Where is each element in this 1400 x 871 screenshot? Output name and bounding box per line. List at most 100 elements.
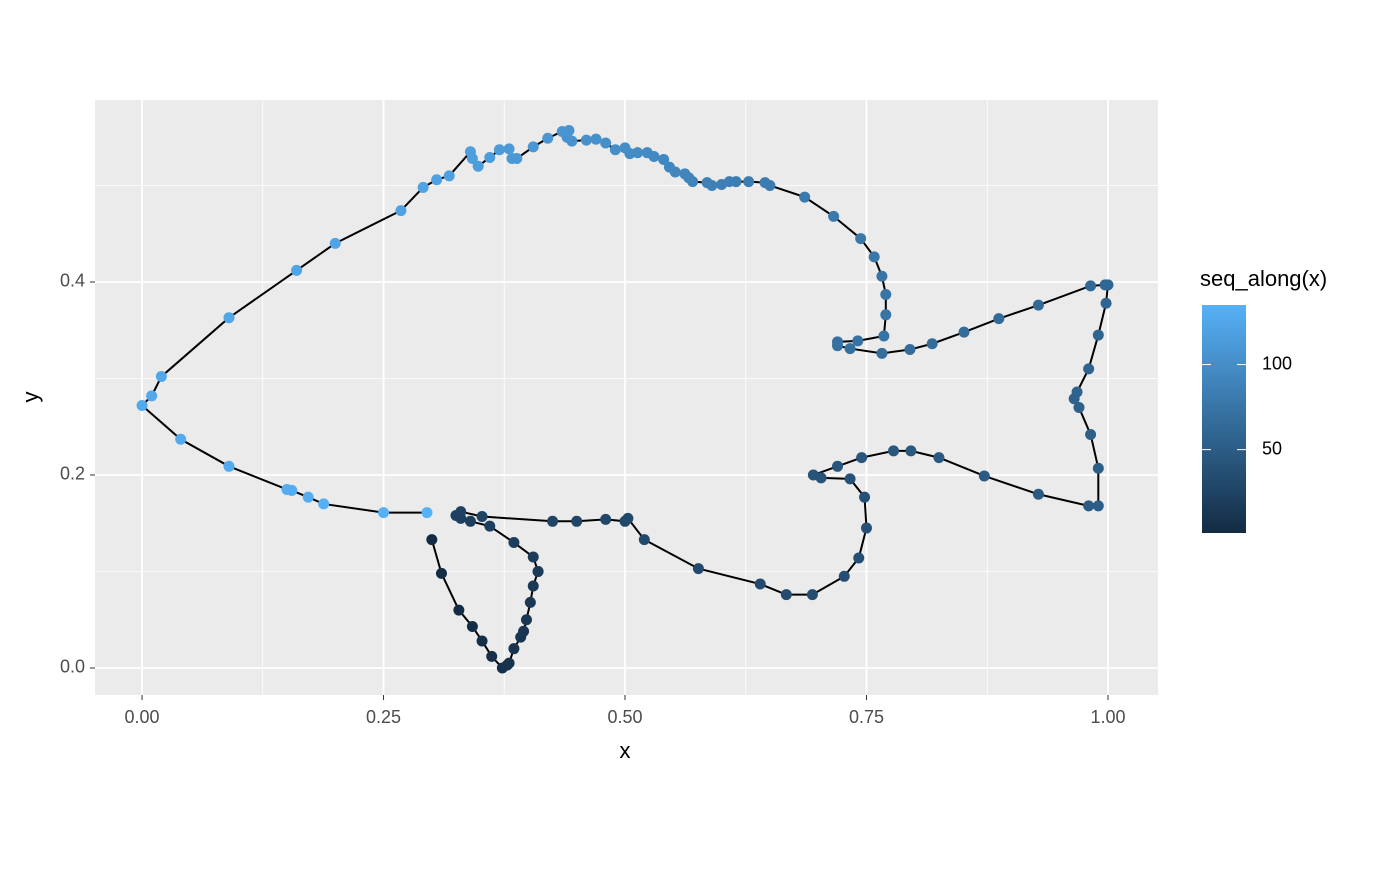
point bbox=[590, 133, 602, 145]
point bbox=[426, 534, 438, 546]
point bbox=[658, 153, 670, 165]
point bbox=[716, 179, 728, 191]
legend-title: seq_along(x) bbox=[1200, 266, 1327, 291]
point bbox=[876, 347, 888, 359]
point bbox=[527, 141, 539, 153]
point bbox=[880, 309, 892, 321]
point bbox=[508, 643, 520, 655]
point bbox=[493, 144, 505, 156]
point bbox=[638, 534, 650, 546]
point bbox=[926, 338, 938, 350]
point bbox=[759, 177, 771, 189]
point bbox=[302, 491, 314, 503]
point bbox=[291, 264, 303, 276]
point bbox=[878, 330, 890, 342]
point bbox=[1071, 386, 1083, 398]
point bbox=[223, 312, 235, 324]
point bbox=[888, 445, 900, 457]
point bbox=[417, 181, 429, 193]
point bbox=[1083, 363, 1095, 375]
point bbox=[600, 137, 612, 149]
y-tick-label: 0.2 bbox=[60, 464, 85, 484]
point bbox=[223, 460, 235, 472]
point bbox=[486, 650, 498, 662]
point bbox=[542, 132, 554, 144]
colorbar-label: 100 bbox=[1262, 353, 1292, 373]
colorbar bbox=[1202, 305, 1246, 533]
point bbox=[832, 460, 844, 472]
point bbox=[663, 161, 675, 173]
point bbox=[1073, 401, 1085, 413]
point bbox=[571, 515, 583, 527]
point bbox=[609, 144, 621, 156]
point bbox=[175, 433, 187, 445]
point bbox=[318, 498, 330, 510]
point bbox=[1100, 297, 1112, 309]
point bbox=[993, 313, 1005, 325]
point bbox=[329, 237, 341, 249]
point bbox=[868, 251, 880, 263]
point bbox=[622, 512, 634, 524]
point bbox=[435, 567, 447, 579]
point bbox=[853, 552, 865, 564]
point bbox=[844, 343, 856, 355]
point bbox=[395, 205, 407, 217]
point bbox=[1032, 488, 1044, 500]
point bbox=[146, 390, 158, 402]
colorbar-label: 50 bbox=[1262, 438, 1282, 458]
x-tick-label: 0.50 bbox=[607, 707, 642, 727]
point bbox=[476, 635, 488, 647]
point bbox=[905, 445, 917, 457]
y-axis-label: y bbox=[18, 392, 43, 403]
x-tick-label: 1.00 bbox=[1090, 707, 1125, 727]
point bbox=[431, 174, 443, 186]
x-tick-label: 0.25 bbox=[366, 707, 401, 727]
point bbox=[856, 452, 868, 464]
point bbox=[472, 160, 484, 172]
point bbox=[619, 142, 631, 154]
point bbox=[780, 589, 792, 601]
point bbox=[443, 170, 455, 182]
point bbox=[806, 589, 818, 601]
point bbox=[518, 625, 530, 637]
point bbox=[860, 522, 872, 534]
point bbox=[527, 551, 539, 563]
point bbox=[754, 578, 766, 590]
point bbox=[378, 507, 390, 519]
y-tick-label: 0.4 bbox=[60, 271, 85, 291]
point bbox=[506, 152, 518, 164]
point bbox=[286, 484, 298, 496]
point bbox=[1085, 428, 1097, 440]
point bbox=[933, 452, 945, 464]
point bbox=[880, 289, 892, 301]
point bbox=[807, 469, 819, 481]
x-tick-label: 0.75 bbox=[849, 707, 884, 727]
point bbox=[464, 146, 476, 158]
point bbox=[532, 565, 544, 577]
point bbox=[641, 147, 653, 159]
point bbox=[1083, 500, 1095, 512]
point bbox=[455, 506, 467, 518]
y-tick-label: 0.0 bbox=[60, 657, 85, 677]
point bbox=[743, 176, 755, 188]
point bbox=[1032, 299, 1044, 311]
point bbox=[484, 152, 496, 164]
point bbox=[852, 335, 864, 347]
point bbox=[838, 570, 850, 582]
point bbox=[958, 326, 970, 338]
point bbox=[466, 620, 478, 632]
point bbox=[453, 604, 465, 616]
point bbox=[978, 470, 990, 482]
point bbox=[547, 515, 559, 527]
point bbox=[527, 580, 539, 592]
point bbox=[524, 596, 536, 608]
point bbox=[855, 233, 867, 245]
point bbox=[520, 614, 532, 626]
point bbox=[556, 125, 568, 137]
point bbox=[904, 344, 916, 356]
point bbox=[476, 510, 488, 522]
point bbox=[876, 270, 888, 282]
point bbox=[1092, 500, 1104, 512]
x-tick-label: 0.00 bbox=[125, 707, 160, 727]
